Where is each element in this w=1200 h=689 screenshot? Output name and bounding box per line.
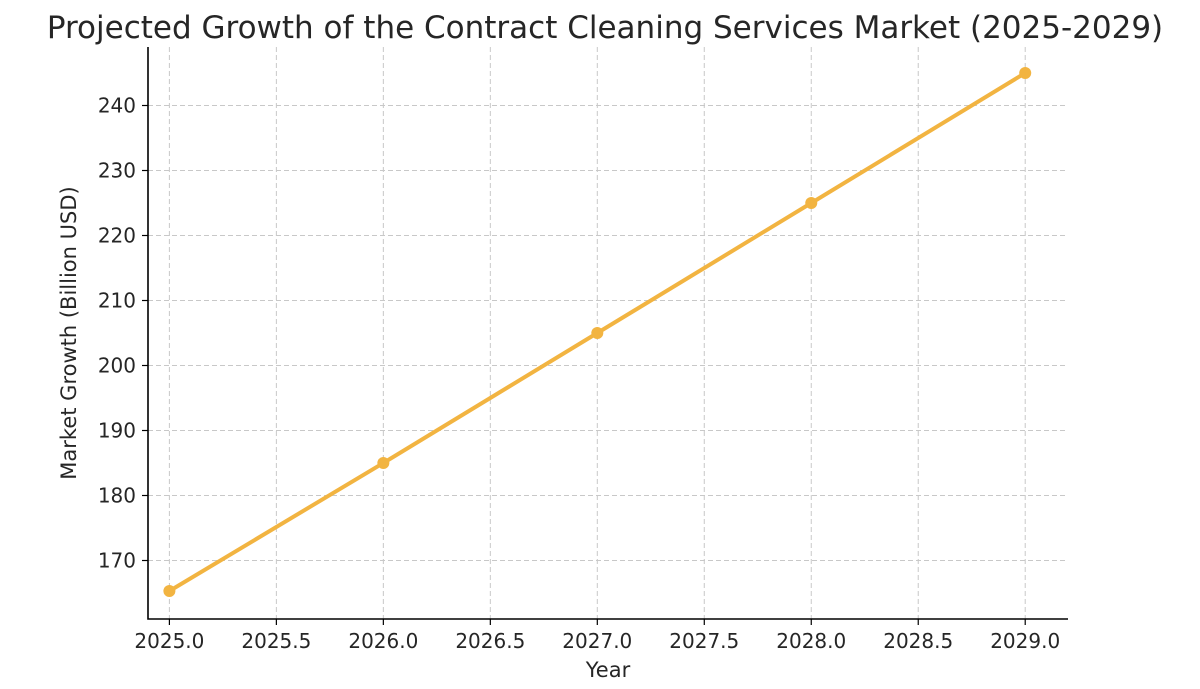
x-tick-label: 2029.0 [990,629,1060,653]
axes-spines [147,47,1068,620]
y-tick-label: 200 [98,354,136,378]
x-tick-label: 2028.0 [776,629,846,653]
x-tick-label: 2027.0 [562,629,632,653]
x-tick-label: 2026.0 [348,629,418,653]
x-tick-label: 2028.5 [883,629,953,653]
data-point [163,585,176,598]
y-tick-label: 230 [98,159,136,183]
chart-title: Projected Growth of the Contract Cleanin… [47,10,1163,46]
y-axis-label: Market Growth (Billion USD) [57,186,81,479]
data-point [377,457,390,469]
data-point [1019,67,1032,79]
y-tick-label: 210 [98,289,136,313]
y-tick-label: 240 [98,94,136,118]
grid [148,47,1068,619]
x-axis-label: Year [585,658,631,682]
x-tick-label: 2025.0 [134,629,204,653]
x-tick-label: 2026.5 [455,629,525,653]
y-tick-label: 190 [98,419,136,443]
y-tick-label: 180 [98,484,136,508]
y-tick-label: 170 [98,549,136,573]
x-axis-ticks: 2025.0 2025.5 2026.0 2026.5 2027.0 2027.5 2028… [134,619,1060,653]
data-point [805,197,818,209]
y-axis-ticks: 170 180 190 200 210 220 230 240 [98,94,148,573]
x-tick-label: 2027.5 [669,629,739,653]
series [163,67,1032,598]
y-tick-label: 220 [98,224,136,248]
data-point [591,327,604,339]
x-tick-label: 2025.5 [241,629,311,653]
